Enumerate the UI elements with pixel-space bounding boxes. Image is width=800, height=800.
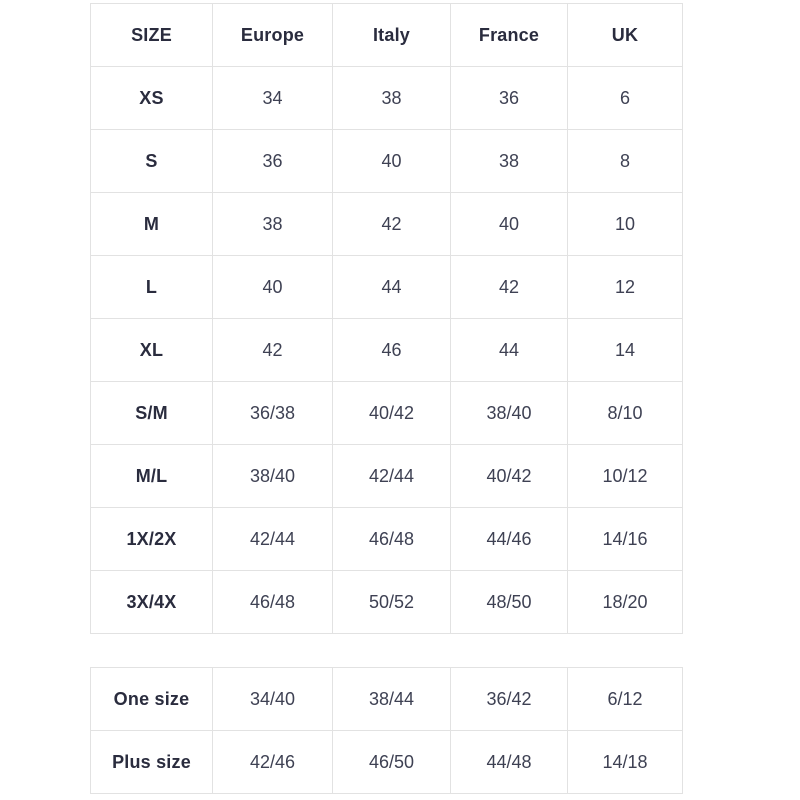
size-value-cell: 8 <box>567 129 683 193</box>
size-value-cell: 6/12 <box>567 667 683 731</box>
special-sizes-table: One size 34/40 38/44 36/42 6/12 Plus size 42/4… <box>90 667 683 794</box>
size-value-cell: 48/50 <box>450 570 568 634</box>
table-row: 1X/2X 42/44 46/48 44/46 14/16 <box>90 507 683 571</box>
size-value-cell: 18/20 <box>567 570 683 634</box>
size-value-cell: 38/44 <box>332 667 451 731</box>
size-value-cell: 38/40 <box>450 381 568 445</box>
size-value-cell: 14 <box>567 318 683 382</box>
column-header-italy: Italy <box>332 3 451 67</box>
size-value-cell: 44/46 <box>450 507 568 571</box>
table-row: M 38 42 40 10 <box>90 192 683 256</box>
size-label-cell: 1X/2X <box>90 507 213 571</box>
size-value-cell: 36 <box>212 129 333 193</box>
column-header-europe: Europe <box>212 3 333 67</box>
size-value-cell: 6 <box>567 66 683 130</box>
table-row: S/M 36/38 40/42 38/40 8/10 <box>90 381 683 445</box>
table-row: XL 42 46 44 14 <box>90 318 683 382</box>
size-value-cell: 44/48 <box>450 730 568 794</box>
size-value-cell: 14/16 <box>567 507 683 571</box>
size-value-cell: 12 <box>567 255 683 319</box>
size-value-cell: 8/10 <box>567 381 683 445</box>
size-label-cell: One size <box>90 667 213 731</box>
size-label-cell: S/M <box>90 381 213 445</box>
size-value-cell: 44 <box>332 255 451 319</box>
size-value-cell: 14/18 <box>567 730 683 794</box>
column-header-uk: UK <box>567 3 683 67</box>
size-value-cell: 40/42 <box>332 381 451 445</box>
size-value-cell: 42 <box>332 192 451 256</box>
size-value-cell: 50/52 <box>332 570 451 634</box>
size-value-cell: 34/40 <box>212 667 333 731</box>
size-value-cell: 36 <box>450 66 568 130</box>
size-value-cell: 38 <box>332 66 451 130</box>
size-value-cell: 36/38 <box>212 381 333 445</box>
size-value-cell: 40 <box>332 129 451 193</box>
table-row: One size 34/40 38/44 36/42 6/12 <box>90 667 683 731</box>
size-label-cell: XL <box>90 318 213 382</box>
size-value-cell: 46/50 <box>332 730 451 794</box>
table-row: XS 34 38 36 6 <box>90 66 683 130</box>
size-label-cell: M <box>90 192 213 256</box>
size-value-cell: 38/40 <box>212 444 333 508</box>
size-value-cell: 44 <box>450 318 568 382</box>
size-value-cell: 42/46 <box>212 730 333 794</box>
size-label-cell: M/L <box>90 444 213 508</box>
table-row: 3X/4X 46/48 50/52 48/50 18/20 <box>90 570 683 634</box>
size-label-cell: L <box>90 255 213 319</box>
size-guide: SIZE Europe Italy France UK XS 34 38 36 6 S 36 40 38 8… <box>90 3 683 794</box>
size-label-cell: XS <box>90 66 213 130</box>
size-value-cell: 10/12 <box>567 444 683 508</box>
header-row: SIZE Europe Italy France UK <box>90 3 683 67</box>
size-value-cell: 36/42 <box>450 667 568 731</box>
size-conversion-table: SIZE Europe Italy France UK XS 34 38 36 6 S 36 40 38 8… <box>90 3 683 634</box>
size-value-cell: 42 <box>450 255 568 319</box>
size-value-cell: 34 <box>212 66 333 130</box>
size-label-cell: Plus size <box>90 730 213 794</box>
size-label-cell: 3X/4X <box>90 570 213 634</box>
column-header-france: France <box>450 3 568 67</box>
column-header-size: SIZE <box>90 3 213 67</box>
size-value-cell: 38 <box>450 129 568 193</box>
size-value-cell: 46/48 <box>212 570 333 634</box>
table-row: S 36 40 38 8 <box>90 129 683 193</box>
size-value-cell: 40 <box>212 255 333 319</box>
table-row: L 40 44 42 12 <box>90 255 683 319</box>
size-value-cell: 40/42 <box>450 444 568 508</box>
table-row: Plus size 42/46 46/50 44/48 14/18 <box>90 730 683 794</box>
size-value-cell: 42/44 <box>212 507 333 571</box>
size-value-cell: 46/48 <box>332 507 451 571</box>
size-value-cell: 42/44 <box>332 444 451 508</box>
size-label-cell: S <box>90 129 213 193</box>
table-row: M/L 38/40 42/44 40/42 10/12 <box>90 444 683 508</box>
size-value-cell: 38 <box>212 192 333 256</box>
size-value-cell: 46 <box>332 318 451 382</box>
size-value-cell: 42 <box>212 318 333 382</box>
size-value-cell: 10 <box>567 192 683 256</box>
size-value-cell: 40 <box>450 192 568 256</box>
